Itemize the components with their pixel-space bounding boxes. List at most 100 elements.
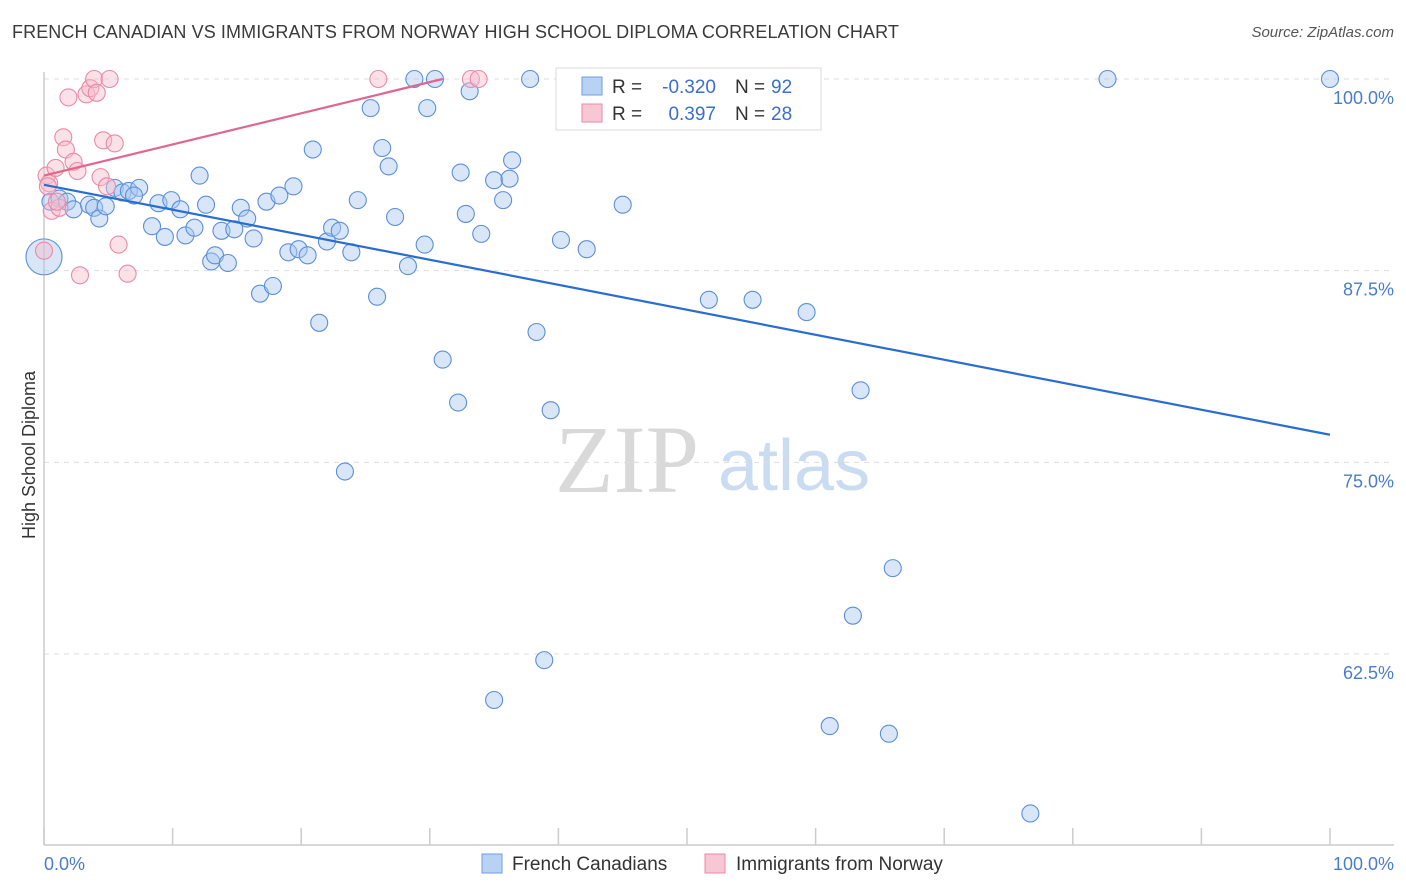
blue-point-53 <box>405 69 424 89</box>
series-legend-swatch-blue <box>481 853 503 874</box>
pink-point-19 <box>100 69 119 89</box>
blue-point-81 <box>843 606 862 625</box>
blue-point-43 <box>330 221 349 240</box>
series-legend: French Canadians Immigrants from Norway <box>481 853 943 875</box>
blue-point-72 <box>577 240 596 259</box>
blue-point-64 <box>494 191 513 210</box>
legend-n-value-blue: 92 <box>771 77 792 98</box>
pink-point-25 <box>469 69 488 89</box>
blue-point-70 <box>541 401 560 420</box>
blue-point-65 <box>500 169 519 188</box>
pink-point-0 <box>34 241 54 260</box>
blue-point-52 <box>398 257 417 276</box>
blue-point-75 <box>699 290 718 309</box>
pink-point-16 <box>91 168 110 187</box>
legend-n-value-pink: 28 <box>771 104 792 125</box>
blue-point-63 <box>485 171 504 190</box>
blue-point-83 <box>879 724 898 743</box>
legend-swatch-pink <box>581 103 603 123</box>
blue-point-8 <box>96 197 115 216</box>
blue-point-26 <box>218 253 237 273</box>
blue-point-47 <box>361 99 380 118</box>
pink-point-14 <box>85 69 104 89</box>
pink-point-9 <box>64 152 83 171</box>
blue-point-60 <box>456 204 475 223</box>
blue-point-59 <box>451 163 470 182</box>
blue-point-69 <box>535 651 554 670</box>
pink-point-13 <box>81 79 100 98</box>
blue-point-88 <box>485 690 504 710</box>
series-legend-label-blue: French Canadians <box>512 854 667 875</box>
blue-point-85 <box>1021 804 1040 823</box>
blue-point-46 <box>348 191 367 210</box>
y-tick-labels: 100.0% 87.5% 75.0% 62.5% <box>1333 88 1394 683</box>
blue-point-49 <box>373 138 392 158</box>
blue-point-82 <box>851 381 870 400</box>
pink-point-26 <box>369 69 388 89</box>
blue-point-54 <box>415 235 434 254</box>
blue-point-51 <box>386 207 405 227</box>
blue-point-87 <box>1320 69 1340 89</box>
x-axis-ticks <box>43 828 1331 845</box>
pink-point-24 <box>461 69 481 89</box>
blue-point-50 <box>379 157 398 176</box>
french-canadians-points <box>25 69 1340 823</box>
blue-point-86 <box>1098 69 1117 89</box>
pink-point-20 <box>105 134 124 153</box>
y-axis-label: High School Diploma <box>19 370 39 539</box>
correlation-legend: R = -0.320 N = 92 R = 0.397 N = 28 <box>555 67 822 131</box>
blue-point-77 <box>743 290 762 309</box>
legend-r-label-pink: R = <box>612 104 642 125</box>
blue-point-48 <box>368 287 387 306</box>
blue-point-34 <box>270 186 289 205</box>
blue-point-44 <box>335 462 354 481</box>
pink-point-22 <box>118 264 137 283</box>
blue-point-20 <box>185 218 204 237</box>
pink-point-8 <box>59 88 78 107</box>
norway-immigrants-trendline <box>43 77 443 177</box>
blue-point-62 <box>472 224 491 243</box>
y-tick-label-3: 62.5% <box>1343 663 1394 683</box>
source-credit: Source: ZipAtlas.com <box>1251 24 1394 41</box>
pink-point-11 <box>70 266 90 285</box>
pink-point-23 <box>47 192 66 211</box>
legend-r-value-pink: 0.397 <box>668 104 716 125</box>
blue-point-67 <box>521 69 540 89</box>
pink-point-18 <box>97 177 117 196</box>
blue-point-21 <box>190 166 209 185</box>
blue-point-79 <box>797 303 816 322</box>
blue-point-14 <box>142 217 162 236</box>
blue-point-66 <box>503 151 522 170</box>
pink-point-21 <box>109 235 128 254</box>
legend-r-label-blue: R = <box>612 77 642 98</box>
blue-point-55 <box>418 99 437 118</box>
grid-lines <box>44 78 1394 655</box>
blue-point-13 <box>124 186 144 205</box>
watermark-atlas: atlas <box>718 426 870 506</box>
y-tick-label-1: 87.5% <box>1343 280 1394 300</box>
blue-point-16 <box>155 227 174 246</box>
blue-point-39 <box>303 140 322 159</box>
x-tick-label-max: 100.0% <box>1333 854 1394 874</box>
series-legend-label-pink: Immigrants from Norway <box>736 854 943 875</box>
blue-point-35 <box>279 243 298 262</box>
pink-point-17 <box>94 131 113 150</box>
french-canadians-trendline <box>43 183 1331 436</box>
blue-point-40 <box>310 313 329 332</box>
blue-point-30 <box>244 229 263 248</box>
y-tick-label-0: 100.0% <box>1333 88 1394 108</box>
watermark-zip: ZIP <box>555 406 699 513</box>
legend-n-label-pink: N = <box>735 104 765 125</box>
blue-point-57 <box>433 350 452 369</box>
blue-point-36 <box>284 177 303 196</box>
blue-point-84 <box>883 559 902 578</box>
blue-point-38 <box>298 246 317 265</box>
blue-point-71 <box>551 230 571 250</box>
blue-point-22 <box>196 195 216 214</box>
blue-point-56 <box>425 69 444 89</box>
legend-n-label-blue: N = <box>735 77 765 98</box>
blue-point-80 <box>820 717 839 736</box>
y-tick-label-2: 75.0% <box>1343 471 1394 491</box>
blue-point-73 <box>613 195 632 214</box>
